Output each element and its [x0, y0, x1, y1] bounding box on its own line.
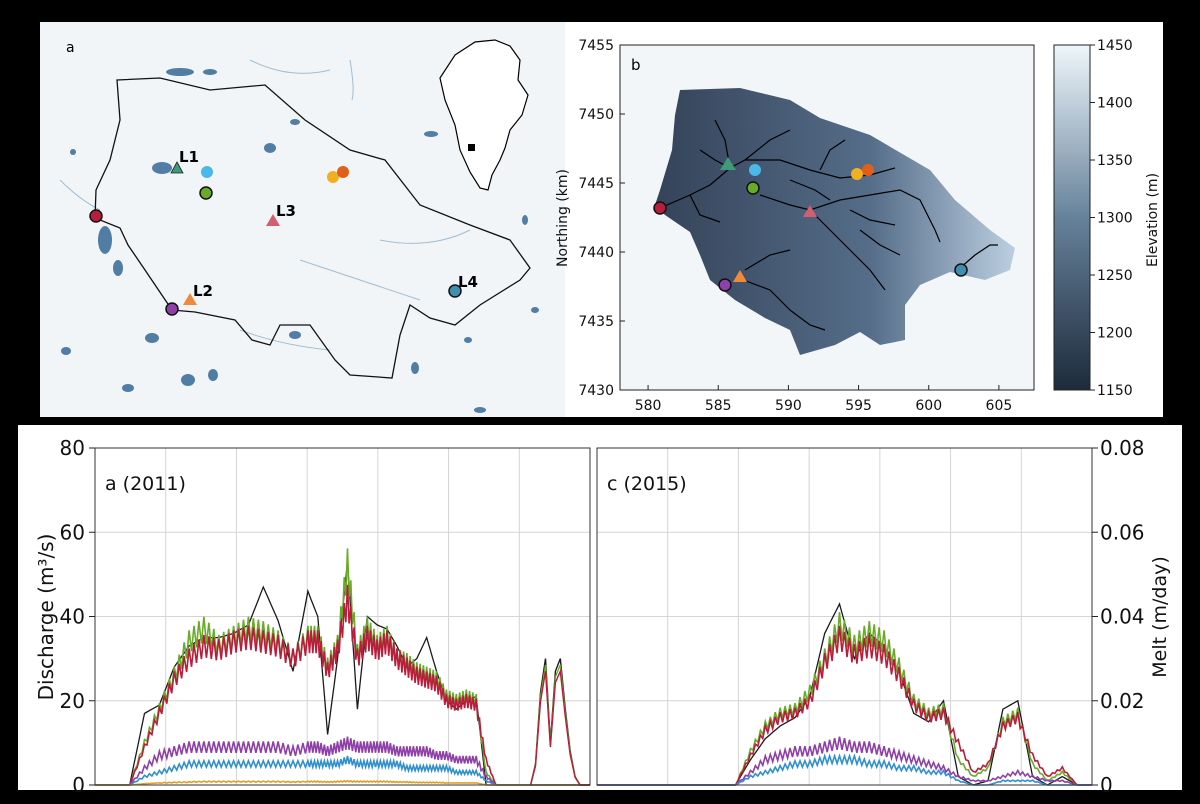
map-b-ytick-label: 7435: [578, 314, 614, 330]
ytick-right-label: 0: [1100, 773, 1113, 797]
ytick-left-label: 0: [72, 773, 85, 797]
greenland-inset: [439, 39, 529, 191]
map-panel-a: a L1 L2 L3 L4: [40, 22, 565, 417]
panel-b-label: b: [631, 56, 641, 74]
ylabel-melt: Melt (m/day): [1149, 556, 1171, 678]
colorbar-label: Elevation (m): [1145, 173, 1161, 267]
map-b-ylabel: Northing (km): [555, 169, 571, 267]
map-b-xtick-label: 605: [986, 398, 1013, 414]
ytick-right-label: 0.08: [1100, 436, 1145, 460]
ytick-left-label: 60: [60, 520, 85, 544]
lake-label-L1: L1: [179, 148, 199, 166]
map-b-ytick-label: 7440: [578, 245, 614, 261]
map-b-ytick-label: 7455: [578, 38, 614, 54]
map-b-xtick-label: 585: [705, 398, 732, 414]
map-panel-b: b 580 585 590 595 600 605 7430 7435 7440 7445 7450…: [555, 22, 1163, 417]
colorbar-tick-label: 1200: [1097, 326, 1133, 342]
series-line: [597, 753, 1092, 786]
map-b-xtick-label: 600: [915, 398, 942, 414]
elevation-basin: [655, 88, 1015, 355]
elevation-colorbar: 1150 1200 1250 1300 1350 1400 1450 Elevation (…: [1053, 38, 1161, 399]
timeseries-panels: a (2011) c (2015) 0 20 40 60 80 Discharge (m³…: [0, 425, 1200, 800]
colorbar-tick-label: 1150: [1097, 383, 1133, 399]
lake-label-L4: L4: [458, 273, 478, 291]
map-b-ytick-label: 7450: [578, 107, 614, 123]
map-b-markers: [653, 157, 968, 292]
ytick-right-label: 0.02: [1100, 689, 1145, 713]
series-line: [597, 736, 1092, 786]
map-a-markers: [89, 161, 462, 316]
ytick-left-label: 80: [60, 436, 85, 460]
colorbar-tick-label: 1400: [1097, 96, 1133, 112]
map-b-xtick-label: 590: [775, 398, 802, 414]
map-b-ytick-label: 7445: [578, 176, 614, 192]
panel-label: a (2011): [105, 473, 186, 495]
catchment-outline: [94, 77, 531, 379]
chart-2011: a (2011): [94, 447, 591, 786]
lake-label-L3: L3: [276, 202, 296, 220]
chart-2015: c (2015): [596, 447, 1093, 786]
series-line: [597, 625, 1092, 786]
map-b-xtick-label: 595: [845, 398, 872, 414]
ytick-right-label: 0.04: [1100, 605, 1145, 629]
colorbar-tick-label: 1350: [1097, 153, 1133, 169]
chart-axes: 0 20 40 60 80 Discharge (m³/s) 0 0.02 0.04 0.06 0.…: [34, 436, 1171, 797]
ytick-left-label: 40: [60, 605, 85, 629]
map-b-xtick-label: 580: [635, 398, 662, 414]
colorbar-tick-label: 1300: [1097, 211, 1133, 227]
panel-a-label: a: [66, 40, 75, 56]
map-b-ytick-label: 7430: [578, 383, 614, 399]
meltwater-features: [61, 68, 539, 413]
series-line: [597, 612, 1092, 786]
colorbar-tick-label: 1450: [1097, 38, 1133, 54]
ytick-right-label: 0.06: [1100, 520, 1145, 544]
panel-label: c (2015): [607, 473, 687, 495]
map-b-axis-ticks: 580 585 590 595 600 605 7430 7435 7440 7445 7450 74…: [578, 38, 1012, 414]
colorbar-tick-label: 1250: [1097, 268, 1133, 284]
ylabel-discharge: Discharge (m³/s): [34, 534, 58, 701]
ytick-left-label: 20: [60, 689, 85, 713]
lake-label-L2: L2: [193, 282, 213, 300]
colorbar-ticks: 1150 1200 1250 1300 1350 1400 1450: [1090, 38, 1133, 399]
